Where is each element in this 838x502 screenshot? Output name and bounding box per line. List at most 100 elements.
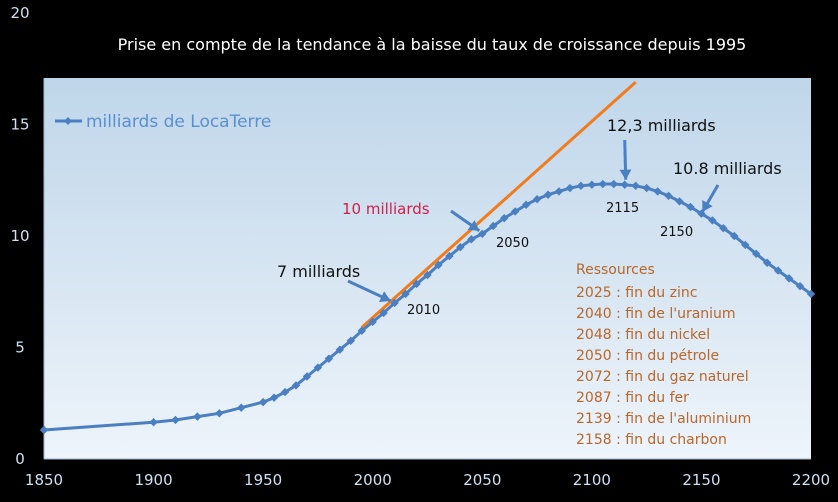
x-tick-label: 2150	[682, 471, 720, 489]
y-tick-label: 15	[10, 116, 29, 134]
x-tick-label: 1850	[25, 471, 63, 489]
peak-label: 12,3 milliards	[607, 116, 716, 135]
data-point	[357, 326, 366, 335]
data-point	[280, 387, 290, 397]
seven-billion-year-label: 2010	[407, 303, 440, 318]
resource-item: 2025 : fin du zinc	[576, 285, 697, 301]
seven-billion-label: 7 milliards	[277, 262, 360, 281]
data-point	[784, 274, 794, 283]
data-point	[324, 354, 334, 363]
data-point	[291, 381, 301, 390]
data-point	[258, 397, 268, 407]
data-point	[237, 403, 246, 412]
data-point	[708, 216, 717, 225]
data-point	[445, 251, 454, 261]
data-point	[379, 308, 388, 318]
resources-box: Ressources 2025 : fin du zinc 2040 : fin d…	[576, 262, 751, 448]
data-point	[412, 279, 421, 289]
chart-title: Prise en compte de la tendance à la bais…	[118, 35, 747, 54]
data-point	[467, 235, 476, 244]
data-point	[434, 260, 443, 270]
data-point	[762, 258, 772, 267]
data-point	[664, 191, 673, 201]
data-point	[401, 289, 410, 299]
peak-year-label: 2115	[606, 201, 639, 216]
end-label: 10.8 milliards	[673, 159, 782, 178]
data-point	[346, 336, 355, 346]
data-point	[609, 179, 618, 189]
legend-label: milliards de LocaTerre	[86, 112, 271, 132]
data-point	[795, 281, 805, 291]
resources-heading: Ressources	[576, 262, 655, 278]
legend-marker	[64, 117, 72, 125]
y-tick-label: 10	[10, 227, 29, 245]
data-point	[149, 418, 158, 427]
resource-item: 2072 : fin du gaz naturel	[576, 369, 749, 385]
x-tick-label: 1950	[244, 471, 282, 489]
data-point	[510, 207, 520, 216]
ten-billion-arrow-head	[467, 220, 480, 231]
seven-billion-arrow-head	[379, 291, 391, 303]
data-point	[532, 195, 542, 204]
data-point	[675, 197, 684, 206]
legend: milliards de LocaTerre	[55, 112, 271, 132]
data-point	[719, 223, 728, 233]
data-point	[642, 183, 651, 193]
x-tick-labels: 1850 1900 1950 2000 2050 2100 2150 2200	[25, 471, 830, 489]
data-point	[773, 266, 783, 275]
resource-item: 2048 : fin du nickel	[576, 327, 710, 343]
x-tick-label: 1900	[134, 471, 172, 489]
data-point	[543, 190, 553, 199]
data-point	[313, 363, 323, 372]
series-group	[39, 179, 816, 435]
data-point	[653, 187, 662, 196]
data-point	[741, 240, 750, 250]
data-point	[39, 425, 49, 435]
data-point	[620, 180, 629, 189]
axes	[43, 78, 811, 460]
x-tick-label: 2050	[463, 471, 501, 489]
data-point	[269, 393, 279, 402]
data-point	[576, 181, 586, 191]
resource-item: 2139 : fin de l'aluminium	[576, 411, 751, 427]
resource-item: 2050 : fin du pétrole	[576, 348, 719, 364]
data-point	[631, 181, 640, 191]
peak-arrow-head	[619, 169, 632, 180]
data-point	[368, 317, 377, 327]
data-point	[806, 289, 816, 299]
y-tick-label: 0	[15, 450, 25, 468]
resource-item: 2040 : fin de l'uranium	[576, 306, 736, 322]
data-point	[565, 183, 575, 193]
data-point	[598, 179, 608, 189]
data-point	[215, 409, 224, 418]
data-point	[554, 187, 564, 196]
data-point	[335, 345, 345, 354]
data-point	[587, 180, 597, 189]
data-point	[171, 415, 180, 425]
y-tick-label: 5	[15, 339, 25, 357]
x-tick-label: 2100	[573, 471, 611, 489]
data-point	[500, 213, 509, 223]
resource-item: 2158 : fin du charbon	[576, 432, 727, 448]
callouts: 12,3 milliards 2115 10.8 milliards 2150 10 m…	[277, 116, 782, 318]
data-point	[686, 202, 695, 212]
data-point	[193, 412, 202, 421]
x-tick-label: 2200	[792, 471, 830, 489]
end-arrow-head	[702, 200, 713, 212]
data-point	[752, 249, 761, 259]
y-tick-label: 20	[10, 4, 29, 22]
data-point	[730, 231, 739, 241]
ten-billion-label: 10 milliards	[342, 200, 430, 218]
trend-line	[360, 81, 637, 329]
trend-line-group	[360, 81, 637, 329]
x-tick-label: 2000	[354, 471, 392, 489]
resource-item: 2087 : fin du fer	[576, 390, 689, 406]
data-point	[521, 200, 531, 209]
data-point	[489, 221, 498, 231]
data-point	[478, 229, 487, 238]
y-tick-labels: 0 5 10 15 20	[10, 4, 29, 468]
data-point	[456, 242, 465, 252]
end-year-label: 2150	[660, 225, 693, 240]
